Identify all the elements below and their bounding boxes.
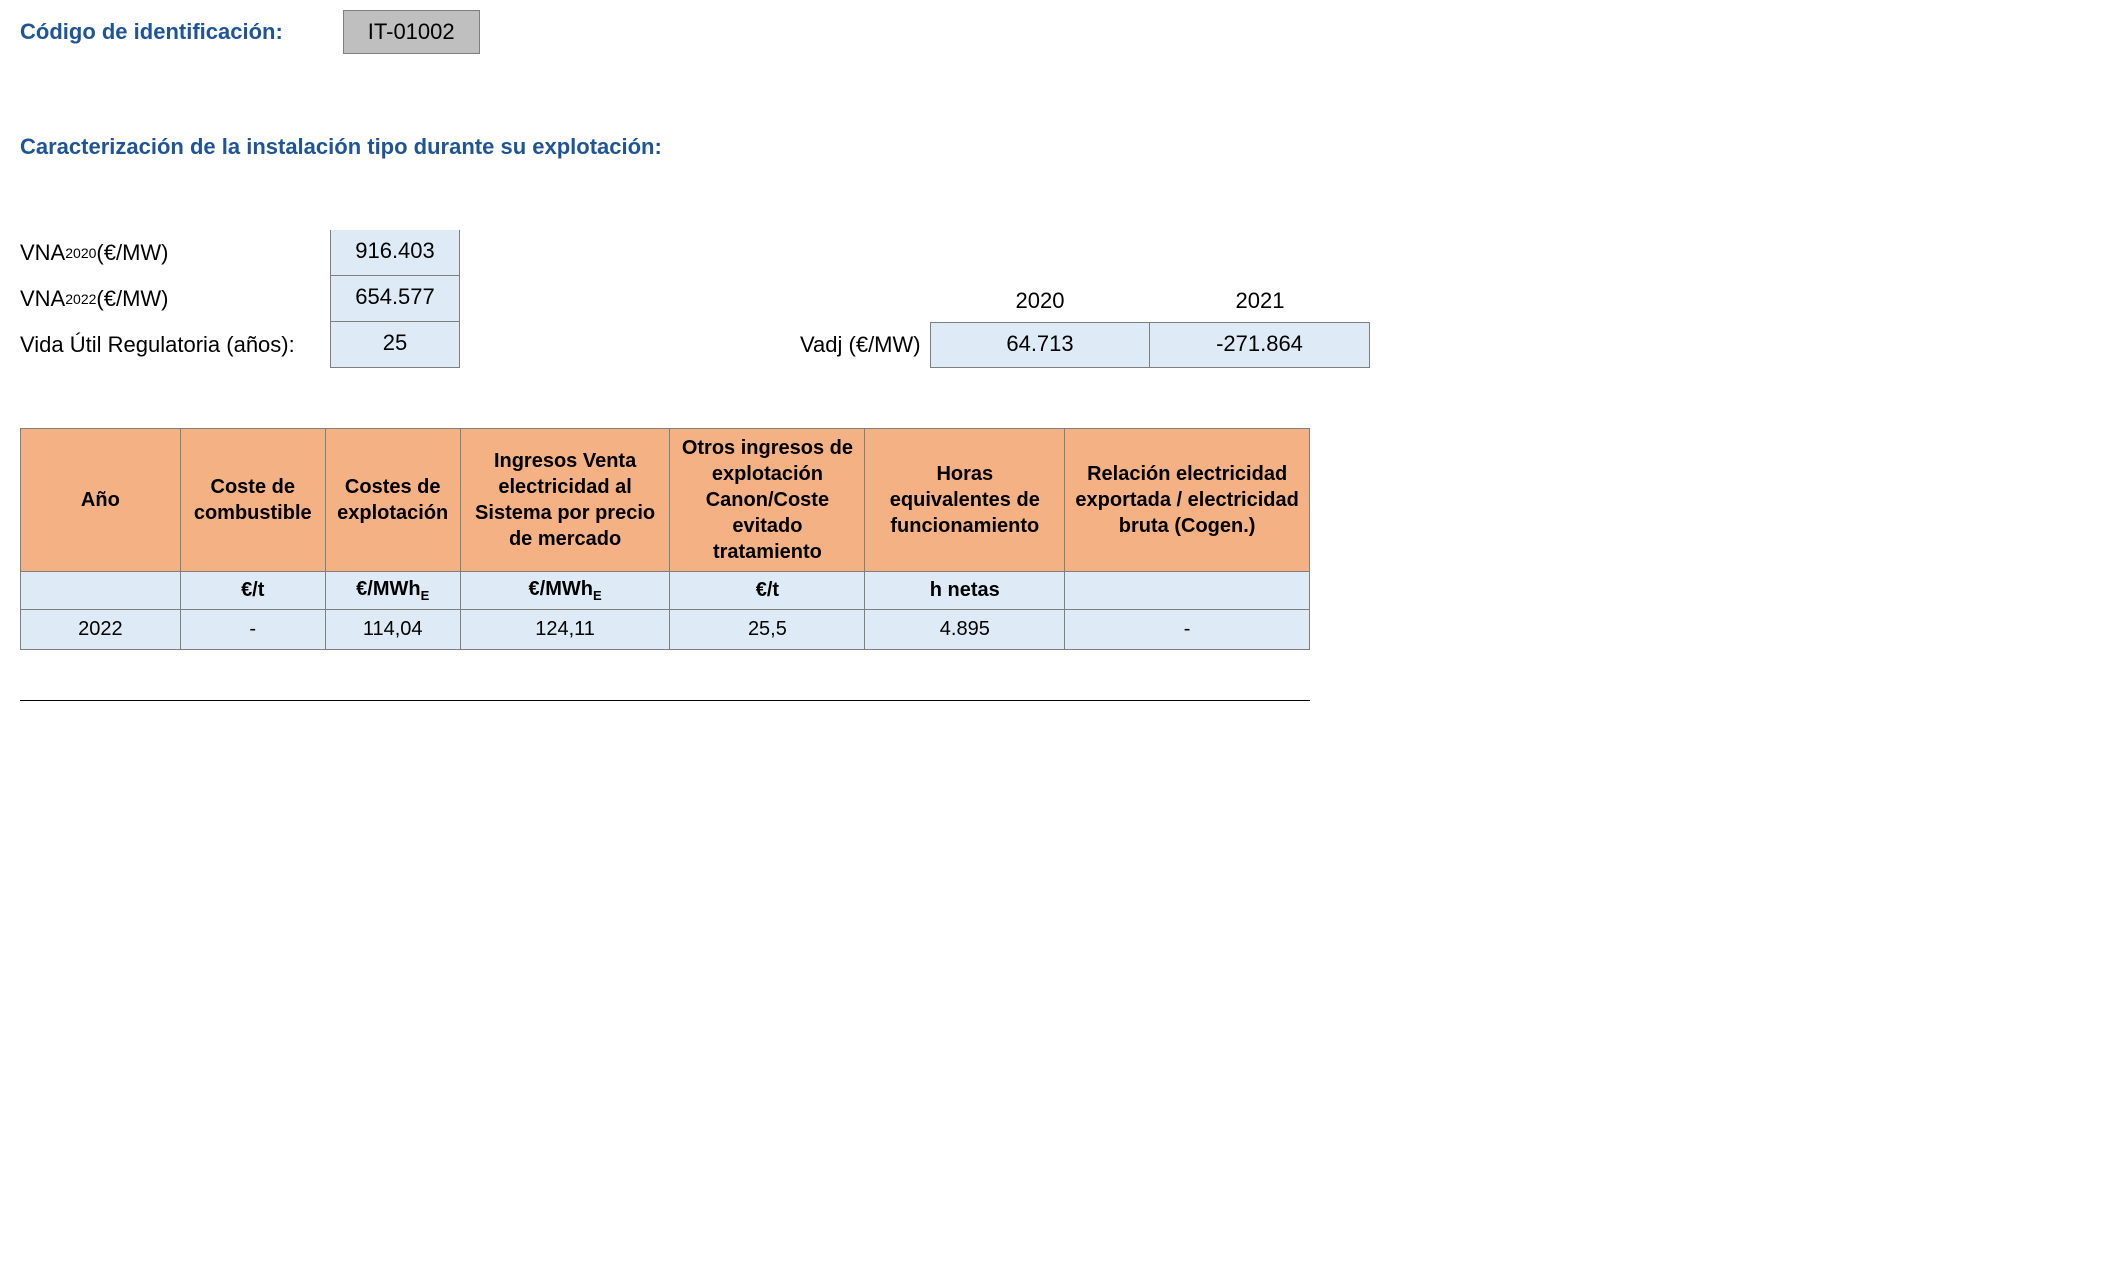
unit-c2: €/MWhE — [325, 572, 460, 610]
header-row: Código de identificación: IT-01002 — [20, 10, 2106, 54]
params-zone: VNA2020 (€/MW) 916.403 VNA2022 (€/MW) 65… — [20, 230, 2106, 368]
unit-c0 — [21, 572, 181, 610]
vna2022-label: VNA2022 (€/MW) — [20, 276, 330, 322]
table-row: 2022 - 114,04 124,11 25,5 4.895 - — [21, 610, 1310, 650]
th-costes-explotacion: Costes de explotación — [325, 429, 460, 572]
unit-c4: €/t — [670, 572, 865, 610]
vadj-2020-value: 64.713 — [930, 322, 1150, 368]
vida-value: 25 — [330, 322, 460, 368]
main-table: Año Coste de combustible Costes de explo… — [20, 428, 1310, 650]
cell-coste-combustible: - — [180, 610, 325, 650]
section-title: Caracterización de la instalación tipo d… — [20, 134, 2106, 160]
table-units-row: €/t €/MWhE €/MWhE €/t h netas — [21, 572, 1310, 610]
cell-ano: 2022 — [21, 610, 181, 650]
th-ano: Año — [21, 429, 181, 572]
cell-costes-explotacion: 114,04 — [325, 610, 460, 650]
unit-c6 — [1065, 572, 1310, 610]
code-label: Código de identificación: — [20, 19, 283, 45]
th-otros-ingresos: Otros ingresos de explotación Canon/Cost… — [670, 429, 865, 572]
th-ingresos-venta: Ingresos Venta electricidad al Sistema p… — [460, 429, 670, 572]
cell-otros-ingresos: 25,5 — [670, 610, 865, 650]
vna2020-value: 916.403 — [330, 230, 460, 276]
vna2020-label: VNA2020 (€/MW) — [20, 230, 330, 276]
table-header-row: Año Coste de combustible Costes de explo… — [21, 429, 1310, 572]
year-2021-header: 2021 — [1150, 280, 1370, 322]
year-2020-header: 2020 — [930, 280, 1150, 322]
unit-c1: €/t — [180, 572, 325, 610]
th-horas-eq: Horas equivalentes de funcionamiento — [865, 429, 1065, 572]
unit-c5: h netas — [865, 572, 1065, 610]
cell-horas-eq: 4.895 — [865, 610, 1065, 650]
right-params: 2020 2021 Vadj (€/MW) 64.713 -271.864 — [800, 280, 1370, 368]
vida-label: Vida Útil Regulatoria (años): — [20, 322, 330, 368]
code-value-box: IT-01002 — [343, 10, 480, 54]
unit-c3: €/MWhE — [460, 572, 670, 610]
vna2022-value: 654.577 — [330, 276, 460, 322]
th-relacion-elec: Relación electricidad exportada / electr… — [1065, 429, 1310, 572]
separator-line — [20, 700, 1310, 701]
th-coste-combustible: Coste de combustible — [180, 429, 325, 572]
vadj-label: Vadj (€/MW) — [800, 322, 930, 368]
vadj-2021-value: -271.864 — [1150, 322, 1370, 368]
cell-relacion-elec: - — [1065, 610, 1310, 650]
left-params: VNA2020 (€/MW) 916.403 VNA2022 (€/MW) 65… — [20, 230, 460, 368]
cell-ingresos-venta: 124,11 — [460, 610, 670, 650]
